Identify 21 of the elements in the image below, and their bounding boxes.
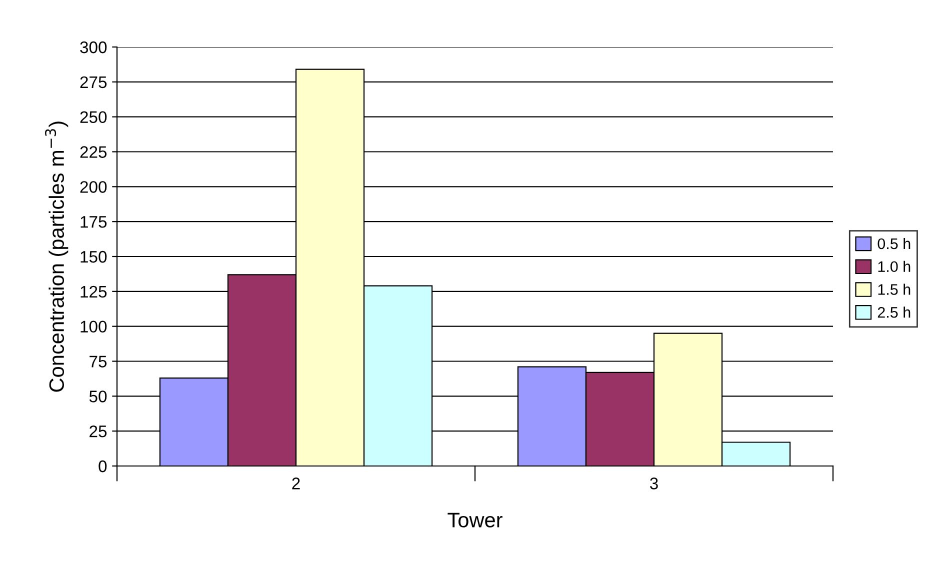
y-tick-label: 300 — [80, 41, 107, 54]
legend-label: 1.5 h — [878, 284, 910, 295]
x-axis-title: Tower — [448, 512, 502, 528]
x-tick-label: 2 — [292, 478, 300, 490]
y-tick-label: 50 — [89, 390, 107, 402]
y-tick-label: 0 — [98, 460, 107, 472]
y-tick-label: 275 — [80, 76, 107, 88]
y-tick-label: 25 — [90, 425, 107, 438]
x-tick-label: 3 — [650, 478, 658, 490]
legend-label: 1.0 h — [878, 260, 910, 272]
y-tick-label: 225 — [80, 146, 107, 158]
legend-label: 2.5 h — [878, 306, 910, 318]
y-tick-label: 175 — [80, 216, 107, 228]
legend-label: 0.5 h — [878, 238, 910, 250]
y-tick-label: 250 — [80, 111, 107, 124]
y-tick-label: 200 — [80, 181, 107, 193]
y-axis-title: Concentration (particles m$^{−3}$) — [45, 122, 68, 392]
y-tick-label: 100 — [80, 320, 107, 333]
y-tick-label: 75 — [90, 356, 107, 368]
y-tick-label: 150 — [80, 250, 107, 263]
y-tick-label: 125 — [80, 286, 107, 298]
